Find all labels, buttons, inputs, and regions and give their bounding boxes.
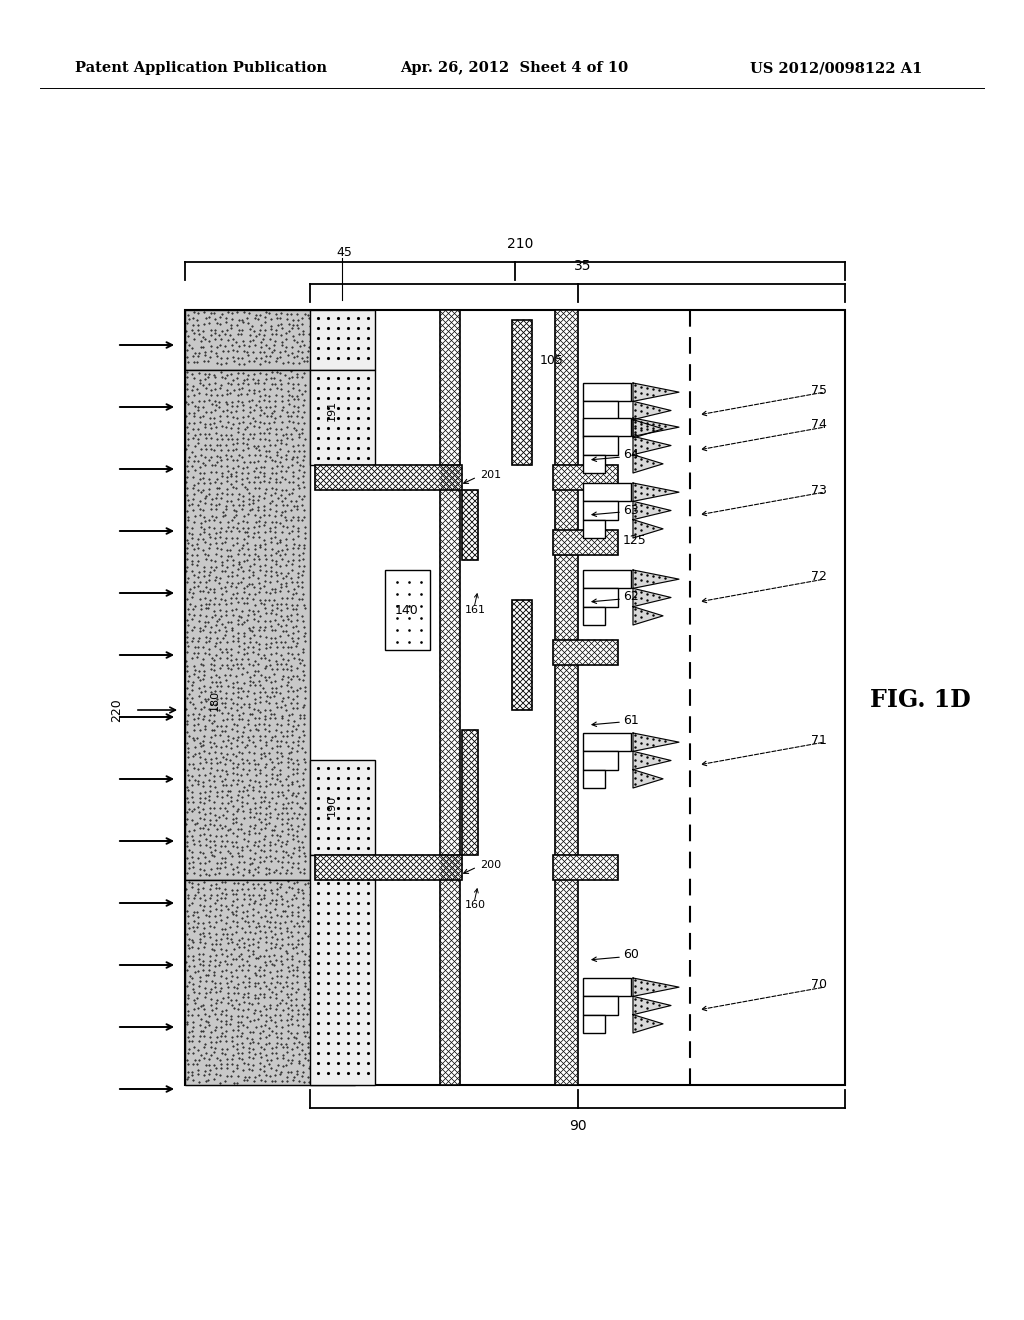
Polygon shape [633,520,663,539]
Text: 64: 64 [623,449,639,462]
Text: 70: 70 [811,978,827,991]
Bar [310,310,375,370]
Text: 62: 62 [623,590,639,603]
Text: 161: 161 [465,605,486,615]
Text: 125: 125 [623,533,647,546]
Text: 210: 210 [507,238,534,251]
Text: 180: 180 [210,689,220,710]
Bar [583,520,604,539]
Text: 191: 191 [327,400,337,421]
Text: 190: 190 [327,795,337,816]
Text: Patent Application Publication: Patent Application Publication [75,61,327,75]
Bar [583,383,631,401]
Text: 200: 200 [480,861,501,870]
Polygon shape [633,733,679,751]
Polygon shape [633,420,663,438]
Text: 71: 71 [811,734,827,747]
Bar [583,1015,604,1034]
Bar [583,978,631,997]
Bar [462,730,478,855]
Bar [583,437,617,454]
Text: 74: 74 [811,418,827,432]
Text: 105: 105 [540,354,564,367]
Bar [185,370,310,880]
Bar [583,483,631,502]
Text: 75: 75 [811,384,827,396]
Text: 72: 72 [811,570,827,583]
Bar [385,570,430,649]
Text: 45: 45 [336,246,352,259]
Text: US 2012/0098122 A1: US 2012/0098122 A1 [750,61,923,75]
Text: 160: 160 [465,900,486,909]
Bar [583,502,617,520]
Bar [310,370,375,465]
Bar [583,570,631,589]
Polygon shape [633,454,663,473]
Bar [583,733,631,751]
Text: 140: 140 [395,603,419,616]
Bar [185,310,845,1085]
Polygon shape [633,401,671,420]
Polygon shape [633,607,663,624]
Text: 73: 73 [811,483,827,496]
Bar [310,855,375,1085]
Text: 61: 61 [623,714,639,726]
Bar [310,760,375,855]
Polygon shape [633,997,671,1015]
Bar [583,997,617,1015]
Bar [315,855,462,880]
Text: 220: 220 [110,698,123,722]
Polygon shape [633,502,671,520]
Bar [555,310,578,1085]
Bar [185,310,355,370]
Polygon shape [633,418,679,437]
Polygon shape [633,978,679,997]
Polygon shape [633,1015,663,1034]
Bar [583,607,604,624]
Bar [583,589,617,607]
Bar [583,770,604,788]
Text: 90: 90 [568,1119,587,1133]
Text: FIG. 1D: FIG. 1D [869,688,971,711]
Bar [440,310,460,1085]
Polygon shape [633,751,671,770]
Bar [512,319,532,465]
Bar [553,465,618,490]
Polygon shape [633,437,671,454]
Text: 63: 63 [623,503,639,516]
Bar [185,880,355,1085]
Bar [553,531,618,554]
Text: 60: 60 [623,949,639,961]
Bar [315,465,462,490]
Polygon shape [633,589,671,607]
Polygon shape [633,483,679,502]
Text: 201: 201 [480,470,501,480]
Bar [512,601,532,710]
Polygon shape [633,383,679,401]
Bar [583,401,617,420]
Text: 35: 35 [573,259,591,273]
Polygon shape [633,570,679,589]
Bar [583,420,604,438]
Bar [553,640,618,665]
Bar [583,454,604,473]
Bar [583,418,631,437]
Bar [462,490,478,560]
Bar [583,751,617,770]
Text: Apr. 26, 2012  Sheet 4 of 10: Apr. 26, 2012 Sheet 4 of 10 [400,61,628,75]
Polygon shape [633,770,663,788]
Bar [553,855,618,880]
